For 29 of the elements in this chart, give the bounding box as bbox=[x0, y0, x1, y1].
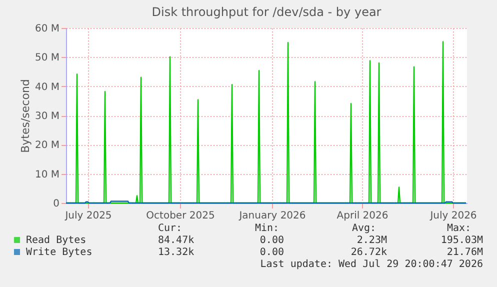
text: Avg: bbox=[352, 223, 376, 234]
x-tick-label: January 2026 bbox=[238, 210, 306, 222]
text: 13.32k bbox=[158, 247, 194, 258]
x-tick-label: July 2026 bbox=[429, 210, 477, 222]
text: 2.23M bbox=[356, 235, 387, 246]
y-tick-label: 40 M bbox=[34, 82, 60, 93]
y-tick-label: 0 bbox=[53, 198, 60, 210]
y-tick-label: 10 M bbox=[34, 169, 60, 180]
legend-label: Write Bytes bbox=[26, 247, 92, 258]
text: 0.00 bbox=[260, 235, 284, 246]
text: 0.00 bbox=[260, 247, 284, 258]
text: Last update: Wed Jul 29 20:00:47 2026 bbox=[260, 259, 483, 270]
y-tick-label: 30 M bbox=[34, 111, 60, 122]
text: Min: bbox=[255, 223, 280, 234]
text: 21.76M bbox=[446, 247, 483, 258]
y-tick-label: 60 M bbox=[34, 24, 60, 34]
legend-label: Read Bytes bbox=[26, 235, 86, 246]
y-axis-title: Bytes/second bbox=[18, 79, 32, 153]
y-tick-label: 20 M bbox=[34, 140, 60, 152]
text: Cur: bbox=[158, 223, 182, 234]
text: Max: bbox=[447, 223, 472, 234]
y-tick-label: 50 M bbox=[34, 52, 60, 64]
chart-title: Disk throughput for /dev/sda - by year bbox=[152, 5, 382, 19]
x-tick-label: July 2025 bbox=[64, 210, 112, 222]
text: 84.47k bbox=[158, 235, 194, 246]
x-tick-label: April 2026 bbox=[336, 210, 388, 222]
x-tick-label: October 2025 bbox=[146, 210, 215, 222]
text: 26.72k bbox=[350, 247, 387, 258]
text: 195.03M bbox=[440, 235, 483, 246]
